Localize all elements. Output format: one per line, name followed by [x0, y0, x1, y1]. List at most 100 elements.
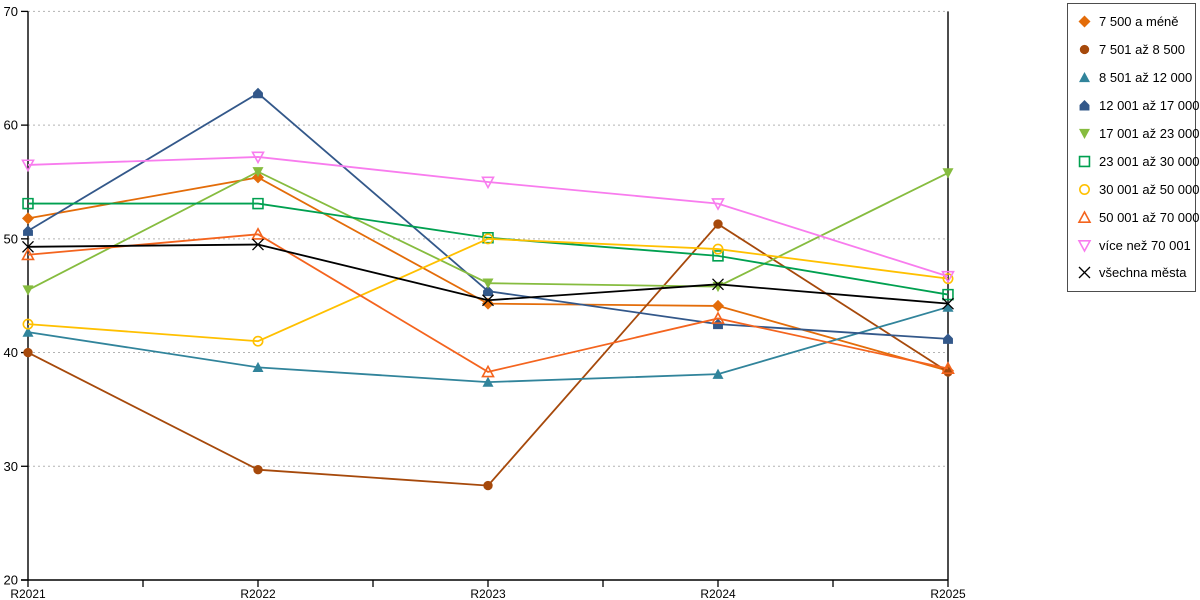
data-point-marker: [941, 361, 955, 374]
data-point-marker: [943, 333, 953, 344]
x-tick-label: R2021: [10, 587, 46, 600]
data-point-marker: [1077, 239, 1092, 253]
series-7: [22, 233, 954, 347]
data-point-marker: [22, 285, 34, 296]
data-point-marker: [252, 171, 264, 184]
data-point-marker: [942, 297, 954, 310]
legend-item: 17 001 až 23 000: [1077, 126, 1199, 141]
data-point-marker: [1078, 266, 1091, 279]
y-tick-label: 30: [4, 459, 18, 474]
data-point-marker: [21, 247, 35, 261]
triangle-down-legend-icon: [1079, 128, 1090, 139]
series-2: [23, 219, 953, 491]
x-tick-label: R2023: [470, 587, 506, 600]
triangle-down-legend-icon: [1077, 239, 1092, 253]
data-point-marker: [21, 159, 35, 173]
legend-item: všechna města: [1077, 265, 1195, 280]
y-tick-label: 70: [4, 4, 18, 19]
x-tick-label: R2024: [700, 587, 736, 600]
legend-item: 12 001 až 17 000: [1077, 98, 1199, 113]
x-tick-label: R2022: [240, 587, 276, 600]
data-point-marker: [712, 243, 724, 255]
circle-legend-icon: [1079, 45, 1090, 55]
diamond-legend-icon: [1078, 15, 1091, 28]
legend-label: 12 001 až 17 000: [1099, 98, 1200, 114]
data-point-marker: [22, 197, 34, 210]
data-point-marker: [711, 198, 725, 211]
data-point-marker: [482, 376, 494, 387]
data-point-marker: [23, 347, 33, 358]
data-point-marker: [941, 270, 955, 284]
data-point-marker: [252, 361, 264, 373]
data-point-marker: [1078, 155, 1091, 168]
data-point-marker: [252, 238, 264, 251]
data-point-marker: [252, 197, 264, 210]
data-point-marker: [1077, 209, 1092, 223]
legend-label: 17 001 až 23 000: [1099, 126, 1200, 141]
legend-label: 23 001 až 30 000: [1099, 153, 1200, 169]
data-point-marker: [251, 151, 265, 165]
series-line: [27, 156, 949, 278]
data-point-marker: [481, 364, 495, 378]
x-cross-legend-icon: [1078, 266, 1091, 279]
legend-label: více než 70 001: [1099, 237, 1191, 253]
data-point-marker: [483, 285, 493, 297]
legend-label: 50 001 až 70 000: [1099, 209, 1200, 225]
series-line: [27, 237, 949, 343]
x-tick-label: R2025: [930, 587, 966, 600]
legend-item: více než 70 001: [1077, 238, 1195, 253]
legend-item: 50 001 až 70 000: [1077, 209, 1199, 225]
legend-item: 30 001 až 50 000: [1077, 182, 1199, 197]
series-8: [21, 227, 955, 378]
data-point-marker: [1079, 45, 1090, 55]
triangle-up-legend-icon: [1077, 209, 1092, 223]
house-legend-icon: [1079, 100, 1090, 111]
legend-item: 23 001 až 30 000: [1077, 154, 1199, 169]
data-point-marker: [481, 176, 495, 190]
series-line: [27, 222, 949, 487]
series-4: [23, 87, 953, 344]
series-10: [22, 238, 954, 310]
data-point-marker: [712, 299, 724, 312]
legend-label: všechna města: [1099, 265, 1187, 281]
data-point-marker: [942, 168, 954, 179]
series-3: [22, 301, 954, 387]
data-point-marker: [22, 212, 34, 225]
data-point-marker: [482, 294, 494, 307]
square-legend-icon: [1078, 155, 1091, 168]
circle-legend-icon: [1079, 183, 1090, 195]
legend-item: 7 501 až 8 500: [1077, 42, 1195, 57]
data-point-marker: [1079, 128, 1090, 139]
legend-label: 7 500 a méně: [1099, 14, 1179, 30]
data-point-marker: [1078, 15, 1091, 28]
data-point-marker: [712, 278, 724, 291]
data-point-marker: [482, 233, 494, 245]
data-point-marker: [1079, 100, 1090, 111]
data-point-marker: [251, 227, 265, 240]
chart-legend: 7 500 a méně 7 501 až 8 500 8 501 až 12 00…: [1067, 3, 1199, 292]
y-tick-label: 40: [4, 345, 18, 360]
legend-label: 8 501 až 12 000: [1099, 70, 1193, 86]
data-point-marker: [712, 368, 724, 379]
data-point-marker: [483, 480, 493, 491]
data-point-marker: [942, 301, 954, 312]
data-point-marker: [713, 219, 723, 229]
triangle-up-legend-icon: [1079, 72, 1090, 83]
data-point-marker: [711, 311, 725, 324]
y-tick-label: 20: [4, 573, 18, 588]
series-9: [21, 151, 955, 284]
data-point-marker: [23, 225, 33, 236]
data-point-marker: [22, 326, 34, 337]
legend-label: 30 001 až 50 000: [1099, 181, 1200, 197]
data-point-marker: [712, 250, 724, 262]
data-point-marker: [253, 87, 263, 99]
data-point-marker: [482, 278, 494, 289]
series-line: [27, 176, 949, 372]
data-point-marker: [1079, 72, 1090, 83]
legend-item: 7 500 a méně: [1077, 14, 1195, 29]
data-point-marker: [252, 167, 264, 178]
series-line: [28, 202, 949, 296]
legend-label: 7 501 až 8 500: [1099, 42, 1186, 58]
data-point-marker: [1079, 183, 1090, 195]
